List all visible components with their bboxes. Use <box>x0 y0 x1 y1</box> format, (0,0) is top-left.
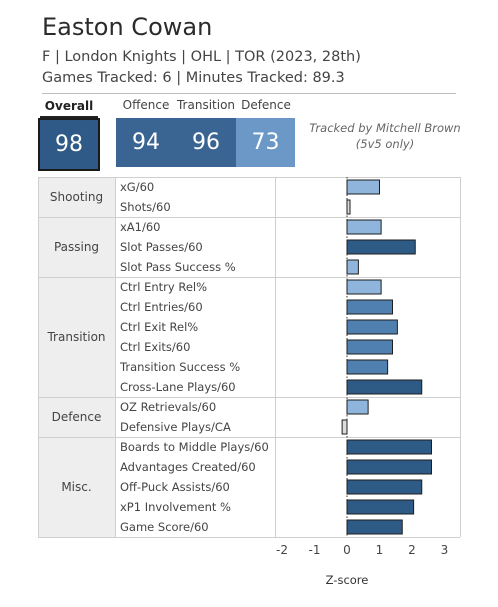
category-label: Passing <box>54 240 99 254</box>
metric-bar <box>346 259 359 275</box>
metric-bar <box>346 479 423 495</box>
defence-label: Defence <box>241 98 291 112</box>
metric-label: Defensive Plays/CA <box>120 420 231 434</box>
metric-bar <box>346 299 393 315</box>
tracking-note-scope: (5v5 only) <box>355 137 415 151</box>
metric-bar <box>346 399 369 415</box>
x-tick-label: 1 <box>376 543 384 557</box>
metric-label: Slot Passes/60 <box>120 240 203 254</box>
category-cell-defence <box>38 397 115 437</box>
games-tracked-line: Games Tracked: 6 | Minutes Tracked: 89.3 <box>42 70 345 86</box>
metric-bar <box>346 319 398 335</box>
x-axis-label: Z-score <box>325 573 369 587</box>
metric-bar <box>346 499 415 515</box>
metric-label: Advantages Created/60 <box>120 460 256 474</box>
metric-label: Shots/60 <box>120 200 171 214</box>
category-label: Defence <box>52 410 102 424</box>
category-cell-misc <box>38 437 115 537</box>
metric-bar <box>346 239 416 255</box>
metric-label: Ctrl Exits/60 <box>120 340 190 354</box>
player-bio: F | London Knights | OHL | TOR (2023, 28… <box>42 49 361 65</box>
category-label: Shooting <box>50 190 103 204</box>
player-name: Easton Cowan <box>42 13 213 41</box>
metric-label: Game Score/60 <box>120 520 209 534</box>
metric-label: Ctrl Entry Rel% <box>120 280 207 294</box>
metric-bar <box>346 219 382 235</box>
metric-label: Cross-Lane Plays/60 <box>120 380 236 394</box>
transition-label: Transition <box>176 98 236 112</box>
overall-label: Overall <box>44 99 94 113</box>
metric-bar <box>346 519 403 535</box>
metric-bar <box>346 279 382 295</box>
transition-score: 96 <box>176 118 236 167</box>
category-label: Transition <box>46 330 105 344</box>
overall-underline <box>40 116 98 118</box>
metric-label: Slot Pass Success % <box>120 260 236 274</box>
x-tick-label: 2 <box>408 543 416 557</box>
metric-label: xP1 Involvement % <box>120 500 231 514</box>
overall-score: 98 <box>38 118 100 171</box>
metric-bar <box>346 179 380 195</box>
metric-label: Boards to Middle Plays/60 <box>120 440 269 454</box>
header-divider <box>42 93 456 94</box>
metric-label: Transition Success % <box>119 360 240 374</box>
x-tick-label: -1 <box>309 543 321 557</box>
offence-label: Offence <box>122 98 170 112</box>
x-tick-label: -2 <box>276 543 288 557</box>
x-tick-label: 3 <box>441 543 449 557</box>
metric-label: Ctrl Exit Rel% <box>120 320 198 334</box>
category-cell-transition <box>38 277 115 397</box>
metric-label: Off-Puck Assists/60 <box>120 480 230 494</box>
metric-bar <box>346 339 393 355</box>
metric-bar <box>341 419 348 435</box>
category-label: Misc. <box>61 480 91 494</box>
x-tick-label: 0 <box>343 543 351 557</box>
metric-label: xG/60 <box>120 180 154 194</box>
metric-bar <box>346 439 432 455</box>
tracking-note: Tracked by Mitchell Brown (5v5 only) <box>300 120 470 152</box>
metric-bar <box>346 459 432 475</box>
offence-score: 94 <box>116 118 176 167</box>
metric-label: OZ Retrievals/60 <box>120 400 216 414</box>
defence-score: 73 <box>236 118 295 167</box>
metric-bar <box>346 359 389 375</box>
category-cell-shooting <box>38 177 115 217</box>
metric-bar <box>346 199 351 215</box>
tracking-note-author: Tracked by Mitchell Brown <box>309 121 461 135</box>
metric-label: xA1/60 <box>120 220 161 234</box>
metric-label: Ctrl Entries/60 <box>120 300 203 314</box>
category-cell-passing <box>38 217 115 277</box>
metric-bar <box>346 379 423 395</box>
